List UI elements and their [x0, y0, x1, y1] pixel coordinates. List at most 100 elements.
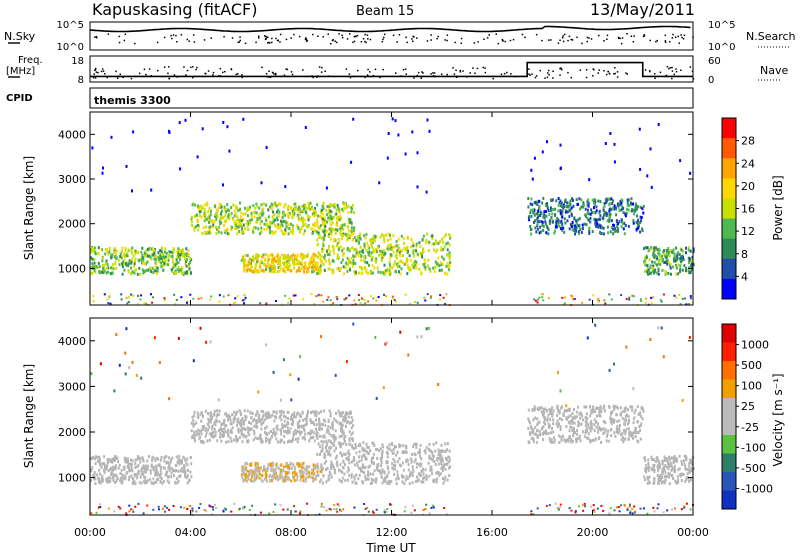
nsearch-point — [678, 42, 680, 44]
scatter-cell — [250, 218, 253, 222]
nsearch-point — [571, 39, 574, 41]
scatter-cell — [91, 262, 94, 266]
scatter-cell — [140, 250, 143, 254]
scatter-cell — [643, 269, 646, 273]
scatter-cell — [350, 261, 353, 265]
scatter-cell — [631, 408, 634, 412]
nsearch-point — [619, 37, 621, 40]
scatter-cell — [256, 217, 259, 221]
scatter-cell — [346, 470, 349, 474]
scatter-cell — [127, 462, 130, 466]
nave-point — [345, 68, 348, 70]
scatter-cell — [302, 418, 304, 422]
scatter-cell — [110, 467, 112, 471]
scatter-cell — [250, 475, 253, 479]
scatter-cell — [660, 300, 663, 303]
scatter-cell — [358, 466, 361, 470]
scatter-cell — [336, 228, 339, 232]
scatter-cell — [603, 212, 606, 216]
scatter-cell — [101, 479, 104, 483]
scatter-cell — [270, 265, 273, 269]
scatter-cell — [152, 482, 155, 486]
nsearch-point — [231, 37, 234, 39]
scatter-cell — [350, 433, 353, 436]
nave-point — [168, 77, 170, 80]
nave-point — [446, 73, 448, 76]
scatter-cell — [160, 261, 162, 265]
scatter-cell — [256, 420, 259, 424]
scatter-cell — [316, 436, 319, 440]
scatter-cell — [385, 268, 388, 272]
scatter-cell — [323, 255, 326, 259]
scatter-cell — [275, 463, 278, 467]
scatter-cell — [195, 421, 198, 425]
scatter-cell — [316, 218, 319, 222]
scatter-cell — [186, 258, 188, 262]
scatter-cell — [309, 265, 312, 269]
scatter-cell — [408, 254, 411, 258]
scatter-cell — [349, 220, 352, 224]
scatter-cell — [584, 431, 587, 435]
scatter-cell — [341, 411, 344, 415]
scatter-cell — [386, 247, 389, 251]
scatter-cell — [559, 167, 562, 171]
scatter-cell — [627, 198, 630, 202]
scatter-cell — [105, 467, 108, 471]
scatter-cell — [201, 231, 204, 235]
nsearch-point — [172, 34, 175, 36]
nsearch-point — [495, 33, 497, 35]
scatter-cell — [253, 226, 255, 230]
scatter-cell — [296, 475, 299, 479]
scatter-cell — [220, 216, 223, 220]
scatter-cell — [642, 211, 645, 215]
scatter-cell — [156, 477, 159, 481]
scatter-cell — [558, 417, 561, 421]
scatter-cell — [200, 410, 203, 414]
scatter-cell — [383, 471, 386, 475]
scatter-cell — [441, 237, 444, 241]
scatter-cell — [193, 226, 196, 230]
nsearch-point — [581, 42, 583, 45]
scatter-cell — [399, 272, 402, 276]
scatter-cell — [284, 185, 287, 189]
scatter-cell — [375, 235, 378, 238]
scatter-cell — [439, 472, 442, 476]
scatter-cell — [302, 475, 304, 479]
scatter-cell — [623, 418, 626, 422]
scatter-cell — [165, 461, 168, 465]
scatter-cell — [569, 223, 572, 227]
scatter-cell — [356, 239, 359, 242]
scatter-cell — [443, 245, 446, 249]
scatter-cell — [652, 264, 655, 268]
scatter-cell — [320, 423, 323, 426]
scatter-cell — [257, 269, 260, 273]
scatter-cell — [581, 430, 584, 434]
scatter-cell — [536, 440, 539, 444]
scatter-cell — [239, 201, 241, 205]
scatter-cell — [249, 428, 252, 432]
scatter-cell — [429, 296, 432, 299]
scatter-cell — [683, 264, 686, 268]
scatter-cell — [533, 211, 536, 215]
scatter-cell — [386, 460, 389, 464]
scatter-cell — [287, 206, 290, 210]
scatter-cell — [685, 269, 687, 272]
scatter-cell — [410, 237, 413, 241]
scatter-cell — [129, 462, 131, 466]
scatter-cell — [189, 470, 192, 474]
scatter-cell — [687, 303, 690, 305]
scatter-cell — [288, 265, 291, 268]
nsearch-point — [562, 35, 564, 37]
scatter-cell — [361, 249, 364, 253]
scatter-cell — [597, 300, 600, 303]
scatter-cell — [119, 252, 122, 256]
nave-point — [357, 69, 359, 72]
scatter-cell — [446, 241, 449, 245]
scatter-cell — [344, 435, 347, 439]
scatter-cell — [333, 439, 336, 443]
scatter-cell — [265, 219, 268, 222]
scatter-cell — [355, 451, 358, 455]
nave-point — [644, 69, 647, 71]
scatter-cell — [283, 254, 286, 257]
scatter-cell — [563, 205, 566, 208]
